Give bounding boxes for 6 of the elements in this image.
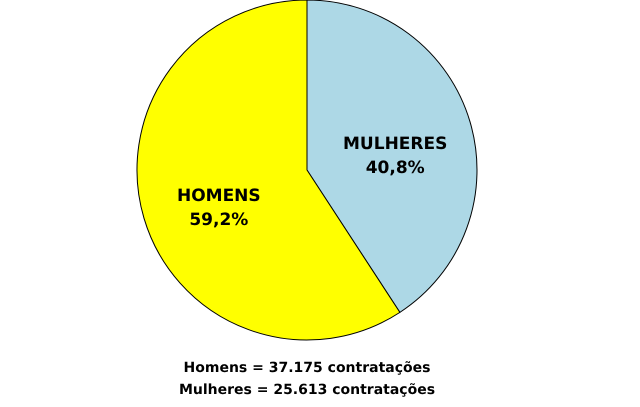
data-label: 59,2% bbox=[189, 210, 248, 230]
data-label: 40,8% bbox=[366, 158, 425, 178]
slice-label: MULHERES bbox=[343, 134, 448, 154]
text: Mulheres = 25.613 contratações bbox=[178, 382, 436, 398]
text: Homens = 37.175 contratações bbox=[184, 360, 430, 376]
slice-label: HOMENS bbox=[176, 186, 261, 206]
